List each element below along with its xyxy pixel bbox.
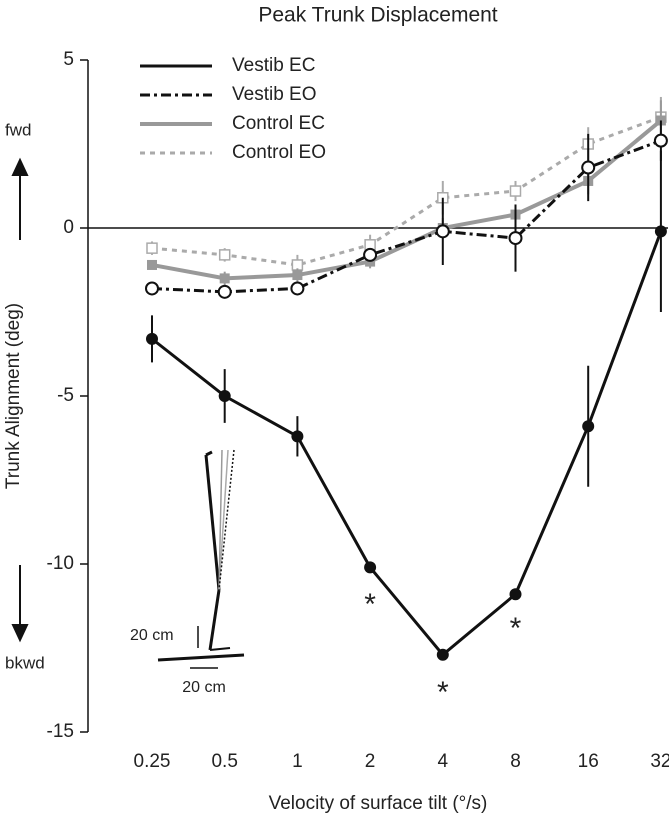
series-line [151, 230, 663, 657]
scale-label: 20 cm [130, 627, 174, 644]
y-tick-label: -10 [47, 553, 74, 574]
point [146, 242, 158, 254]
legend-label: Vestib EO [232, 84, 317, 105]
x-axis-label: Velocity of surface tilt (°/s) [269, 793, 488, 814]
point [290, 281, 305, 296]
point [581, 160, 596, 175]
legend-label: Control EO [232, 142, 326, 163]
point [146, 332, 158, 345]
series-line [151, 115, 662, 267]
chart-title: Peak Trunk Displacement [258, 4, 497, 27]
point [436, 648, 449, 661]
x-tick-label: 32 [650, 751, 669, 772]
point [219, 273, 230, 284]
legend-label: Control EC [232, 113, 325, 134]
point [508, 231, 523, 246]
y-tick-label: 5 [63, 49, 74, 70]
point [654, 225, 667, 238]
stick-figure-inset [157, 449, 245, 669]
legend-label: Vestib EC [232, 55, 315, 76]
point [217, 284, 232, 299]
significance-marker: * [437, 676, 449, 709]
y-tick-label: -5 [57, 385, 74, 406]
point [147, 259, 157, 270]
significance-marker: * [510, 612, 522, 645]
direction-arrows [11, 157, 29, 643]
series-line [151, 139, 662, 294]
point [145, 281, 159, 296]
direction-label: fwd [5, 120, 31, 139]
point [582, 420, 595, 433]
series [145, 120, 668, 299]
point [363, 247, 378, 262]
y-axis-label: Trunk Alignment (deg) [3, 303, 24, 489]
y-tick-label: 0 [63, 217, 74, 238]
x-tick-label: 1 [292, 751, 303, 772]
point [291, 430, 304, 443]
point [653, 133, 668, 148]
point [435, 224, 450, 239]
series [146, 150, 667, 661]
significance-marker: * [364, 588, 376, 621]
direction-label: bkwd [5, 653, 45, 672]
x-tick-label: 8 [510, 751, 521, 772]
series-line [151, 118, 663, 281]
x-tick-label: 4 [438, 751, 449, 772]
point [509, 185, 522, 197]
point [218, 390, 231, 402]
x-tick-label: 0.5 [211, 751, 237, 772]
point [364, 561, 377, 574]
scale-label: 20 cm [182, 679, 226, 696]
point [509, 588, 522, 601]
point [218, 249, 231, 261]
point [292, 270, 303, 281]
x-tick-label: 2 [365, 751, 376, 772]
x-tick-label: 0.25 [134, 751, 171, 772]
y-tick-label: -15 [47, 721, 74, 742]
x-tick-label: 16 [578, 751, 599, 772]
